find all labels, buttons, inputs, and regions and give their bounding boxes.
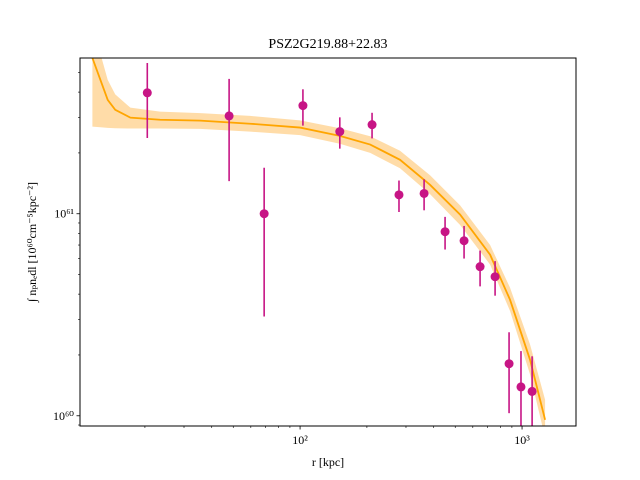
chart-title: PSZ2G219.88+22.83: [268, 37, 387, 52]
data-point: [259, 209, 269, 219]
data-point: [335, 127, 345, 137]
data-point: [224, 111, 234, 121]
data-point: [475, 262, 485, 272]
model-band: [92, 58, 546, 426]
data-point: [419, 188, 429, 198]
y-axis-label: ∫ nₚnₑdl [10⁶⁰cm⁻⁵kpc⁻²]: [25, 182, 39, 303]
y-tick-label: 10⁶¹: [54, 207, 74, 221]
y-tick-label: 10⁶⁰: [53, 409, 74, 423]
x-tick-label: 10²: [292, 433, 308, 447]
plot-area: [91, 58, 546, 426]
data-point: [459, 236, 469, 246]
data-point: [142, 88, 152, 98]
x-axis-label: r [kpc]: [312, 455, 344, 469]
data-point: [504, 359, 514, 369]
x-tick-label: 10³: [514, 433, 530, 447]
data-point: [527, 386, 537, 396]
data-point: [367, 120, 377, 130]
data-point: [298, 101, 308, 111]
plot-frame: [79, 57, 577, 427]
data-point: [440, 227, 450, 237]
data-point: [490, 272, 500, 282]
data-point: [394, 190, 404, 200]
data-point: [516, 382, 526, 392]
model-line: [91, 58, 546, 421]
